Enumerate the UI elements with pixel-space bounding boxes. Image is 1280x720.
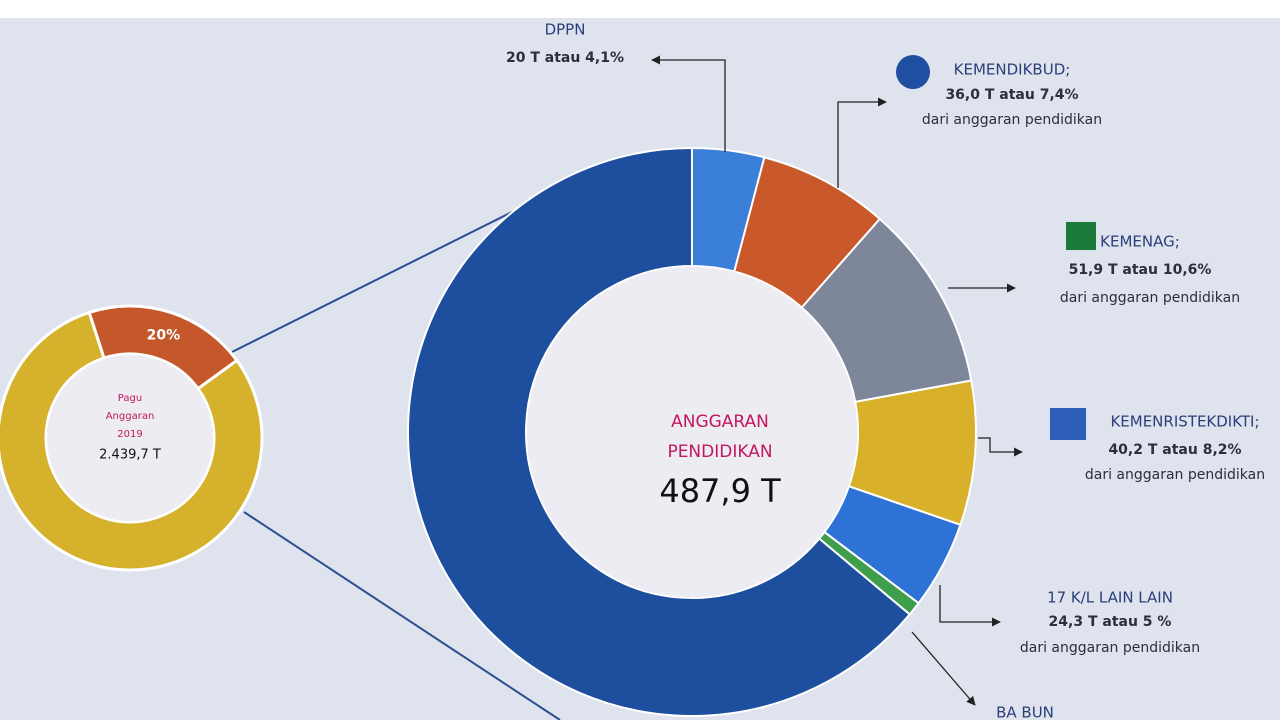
kemendikbud-icon (896, 55, 930, 89)
value-label: 51,9 T atau 10,6% (1069, 262, 1212, 278)
callout-arrow (651, 55, 726, 152)
callout-arrow (837, 97, 887, 188)
center-title: 2019 (117, 429, 142, 440)
category-label: DPPN (545, 21, 586, 39)
kemenristekdikti-icon (1050, 408, 1086, 440)
center-title: Anggaran (106, 411, 155, 422)
category-label: KEMENRISTEKDIKTI; (1110, 413, 1259, 431)
connector-line (243, 511, 561, 720)
callout-arrow (911, 631, 976, 706)
center-title: Pagu (118, 393, 142, 404)
kemenag-icon (1066, 222, 1096, 250)
value-label: 40,2 T atau 8,2% (1108, 442, 1241, 458)
note: dari anggaran pendidikan (1060, 290, 1240, 306)
donut-segment (407, 146, 912, 717)
category-label: KEMENAG; (1100, 233, 1180, 251)
note: dari anggaran pendidikan (922, 112, 1102, 128)
donut-hole (527, 267, 857, 597)
callout-arrow (939, 585, 1001, 627)
icons (896, 55, 1096, 440)
callout-arrow (978, 437, 1023, 457)
category-label: BA BUN (996, 704, 1054, 720)
center-title: ANGGARAN (671, 412, 769, 432)
center-title: PENDIDIKAN (667, 442, 772, 462)
note: dari anggaran pendidikan (1085, 467, 1265, 483)
data-label: 20% (147, 327, 181, 343)
value-label: 24,3 T atau 5 % (1049, 614, 1172, 630)
donut-segment (0, 310, 264, 572)
category-label: KEMENDIKBUD; (954, 61, 1071, 79)
donut-segment (87, 304, 239, 391)
donut-hole (47, 355, 213, 521)
value-label: 36,0 T atau 7,4% (945, 87, 1078, 103)
center-value: 2.439,7 T (99, 448, 161, 463)
top-band (0, 0, 1280, 18)
category-label: 17 K/L LAIN LAIN (1047, 589, 1173, 607)
center-value: 487,9 T (659, 472, 781, 510)
note: dari anggaran pendidikan (1020, 640, 1200, 656)
value-label: 20 T atau 4,1% (506, 50, 624, 66)
